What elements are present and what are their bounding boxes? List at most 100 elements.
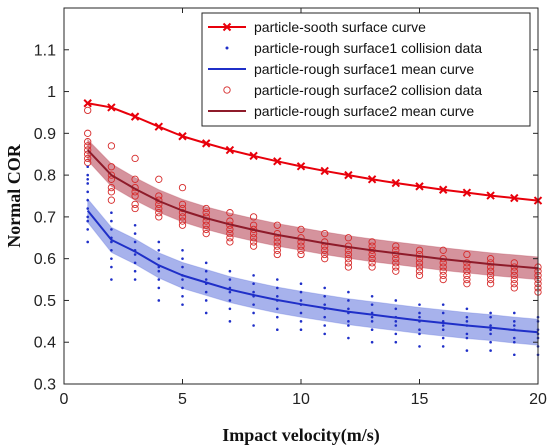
rough1-collision-point: [181, 265, 184, 269]
smooth-surface-marker: [415, 182, 424, 191]
y-tick-label: 1: [47, 84, 56, 101]
rough2-collision-point: [84, 154, 92, 163]
legend-entry-label: particle-rough surface2 collision data: [254, 82, 482, 98]
rough1-collision-point: [276, 286, 279, 290]
rough1-collision-point: [110, 278, 113, 281]
smooth-surface-line: [87, 102, 539, 202]
rough1-collision-point: [133, 223, 137, 227]
rough1-collision-point: [228, 269, 232, 273]
rough2-collision-point: [368, 259, 376, 267]
rough2-collision-point: [249, 238, 258, 246]
rough1-collision-point: [418, 332, 421, 336]
rough2-collision-point: [226, 225, 234, 234]
rough2-collision-point: [297, 246, 305, 254]
rough2-collision-point: [178, 221, 187, 229]
rough1-collision-point: [157, 257, 161, 260]
rough2-collision-point: [510, 280, 518, 288]
rough1-collision-point: [465, 332, 469, 336]
rough1-collision-point: [465, 315, 469, 319]
smooth-surface-marker: [225, 145, 235, 155]
series-lines: [83, 99, 543, 334]
smooth-surface-marker: [83, 99, 92, 108]
rough1-collision-point: [489, 328, 492, 331]
rough2-collision-point: [297, 242, 305, 250]
rough1-collision-point: [347, 299, 350, 302]
rough2-collision-point: [107, 196, 116, 204]
y-tick-label: 0.9: [34, 126, 56, 143]
rough1-collision-point: [181, 278, 184, 281]
x-tick-label: 5: [178, 391, 187, 408]
rough2-collision-point: [510, 271, 518, 280]
rough1-collision-point: [86, 177, 89, 181]
rough2-collision-point: [202, 229, 210, 238]
rough2-collision-point: [510, 275, 518, 284]
rough1-collision-point: [299, 282, 303, 286]
rough1-collision-point: [228, 290, 232, 294]
rough2-collision-point: [273, 242, 281, 250]
rough2-collision-point: [107, 188, 116, 196]
rough2-collision-point: [486, 275, 495, 284]
rough1-collision-point: [394, 320, 398, 323]
rough2-collision-point: [344, 259, 353, 267]
rough1-collision-point: [86, 207, 89, 210]
rough1-collision-point: [418, 315, 421, 319]
rough1-collision-point: [276, 278, 279, 281]
rough1-collision-point: [252, 303, 255, 306]
rough2-collision-point: [297, 250, 305, 259]
rough2-collision-point: [249, 242, 258, 250]
rough1-collision-point: [323, 315, 327, 319]
rough2-collision-point: [321, 246, 329, 254]
y-tick-label: 0.7: [34, 209, 56, 226]
rough1-collision-point: [347, 320, 350, 323]
rough2-collision-point: [202, 209, 210, 217]
rough2-collision-point: [392, 267, 400, 275]
rough1-collision-point: [370, 320, 374, 323]
x-tick-label: 15: [411, 391, 429, 408]
rough2-collision-point: [131, 204, 139, 213]
rough1-collision-point: [489, 324, 492, 327]
rough1-collision-point: [418, 311, 421, 315]
rough1-collision-point: [441, 345, 445, 348]
smooth-surface-marker: [510, 193, 519, 203]
rough1-collision-point: [370, 303, 374, 306]
rough1-collision-point: [228, 299, 232, 302]
rough1-collision-point: [110, 228, 113, 231]
rough2-collision-point: [344, 250, 353, 259]
rough2-collision-point: [84, 146, 92, 154]
rough1-collision-point: [513, 320, 516, 323]
rough2-collision-point: [226, 209, 234, 217]
rough2-collision-point: [463, 271, 471, 280]
rough2-collision-point: [463, 250, 471, 259]
rough2-collision-point: [439, 263, 447, 271]
rough1-collision-point: [133, 240, 137, 244]
rough2-collision-point: [178, 217, 187, 225]
rough1-collision-point: [252, 274, 255, 277]
rough1-collision-point: [181, 249, 184, 252]
smooth-surface-marker: [367, 175, 377, 184]
y-axis-title: Normal COR: [4, 143, 24, 247]
rough2-collision-point: [392, 242, 400, 250]
rough2-collision-point: [415, 271, 424, 280]
legend-swatch-rough2-point: [223, 86, 231, 94]
rough2-collision-point: [344, 263, 353, 271]
rough1-collision-point: [513, 340, 516, 344]
rough1-collision-point: [441, 324, 445, 327]
rough1-collision-point: [465, 336, 469, 340]
rough1-collision-point: [86, 173, 89, 177]
rough1-collision-point: [441, 303, 445, 306]
rough2-collision-point: [226, 229, 234, 238]
y-tick-label: 0.5: [34, 293, 56, 310]
rough1-collision-point: [110, 265, 113, 269]
rough1-collision-point: [204, 269, 208, 273]
rough2-collision-point: [510, 267, 518, 275]
smooth-surface-marker: [344, 170, 353, 180]
rough2-collision-point: [463, 263, 471, 271]
rough1-collision-point: [228, 278, 232, 281]
rough1-collision-point: [86, 165, 89, 169]
rough2-collision-point: [415, 259, 424, 267]
rough2-collision-point: [273, 250, 281, 259]
rough2-collision-point: [344, 255, 353, 263]
rough2-collision-point: [392, 259, 400, 267]
rough2-collision-point: [155, 192, 163, 200]
rough2-collision-point: [273, 246, 281, 254]
